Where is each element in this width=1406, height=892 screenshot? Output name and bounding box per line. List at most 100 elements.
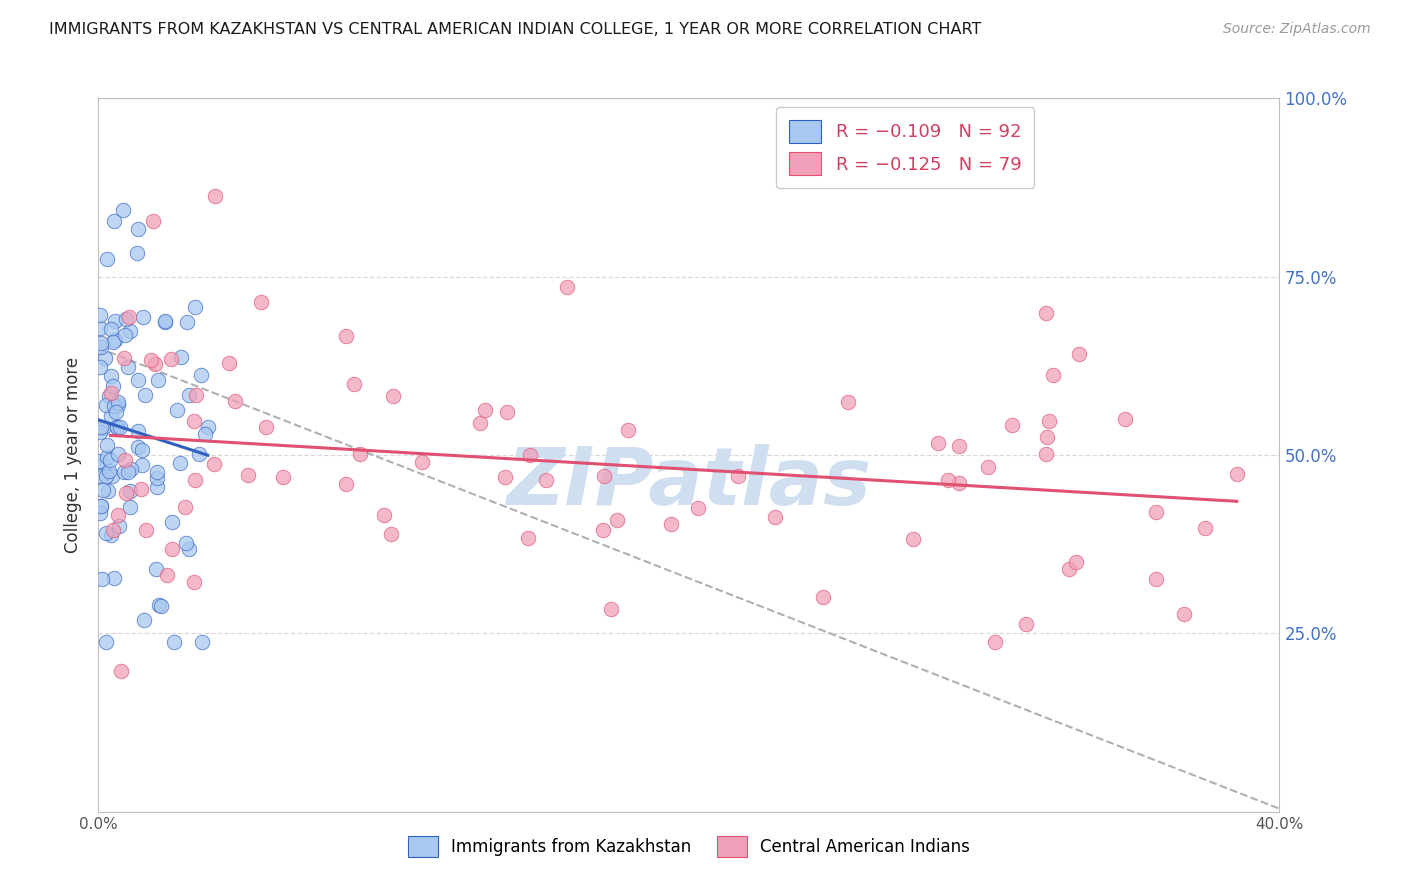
Point [89,425,111,440]
Point [236,468,259,483]
Point [146,466,169,480]
Point [120,500,142,514]
Point [91,572,114,586]
Point [606,512,628,526]
Point [146,480,169,494]
Point [110,420,132,434]
Point [98,464,121,478]
Point [117,465,139,479]
Point [343,376,366,391]
Point [94,351,117,365]
Point [148,598,170,612]
Point [984,635,1007,649]
Point [1038,414,1060,428]
Point [177,388,200,402]
Point [103,571,125,585]
Point [103,334,125,349]
Point [132,310,155,325]
Point [273,469,295,483]
Point [134,387,156,401]
Point [184,473,207,487]
Point [89,308,111,322]
Point [1035,430,1057,444]
Point [183,575,205,590]
Point [160,515,183,529]
Point [100,469,122,483]
Point [1035,446,1057,460]
Point [903,532,925,546]
Point [129,483,152,497]
Point [555,280,578,294]
Point [90,340,112,354]
Point [105,419,128,434]
Point [927,435,949,450]
Point [104,405,127,419]
Point [125,246,148,260]
Point [145,562,167,576]
Point [131,443,153,458]
Point [250,295,273,310]
Point [187,447,209,461]
Point [194,426,217,441]
Point [115,312,138,326]
Point [169,456,191,470]
Point [107,420,129,434]
Point [534,473,557,487]
Point [96,438,118,452]
Point [254,420,277,434]
Point [948,439,970,453]
Point [156,568,179,582]
Point [104,334,127,348]
Point [1114,412,1136,426]
Point [150,599,173,614]
Point [94,634,117,648]
Point [107,508,129,523]
Point [170,351,193,365]
Point [100,528,122,542]
Point [474,403,496,417]
Point [146,373,169,387]
Point [1194,520,1216,534]
Point [90,500,112,514]
Point [118,310,141,324]
Point [153,315,176,329]
Point [120,461,142,475]
Point [202,457,225,471]
Point [948,476,970,491]
Point [103,214,125,228]
Point [190,368,212,383]
Point [382,389,405,403]
Point [91,458,114,472]
Point [160,542,183,557]
Point [115,486,138,500]
Point [107,398,129,412]
Point [114,328,136,343]
Point [224,393,246,408]
Point [131,458,153,473]
Point [89,321,111,335]
Point [107,395,129,409]
Point [335,328,357,343]
Point [100,369,122,384]
Point [519,448,541,462]
Point [218,356,240,370]
Point [110,664,132,678]
Point [183,300,205,314]
Point [592,523,614,537]
Point [727,469,749,483]
Point [349,447,371,461]
Legend: Immigrants from Kazakhstan, Central American Indians: Immigrants from Kazakhstan, Central Amer… [401,830,977,864]
Point [837,395,859,409]
Point [380,527,402,541]
Point [1035,305,1057,319]
Point [127,374,149,388]
Point [166,403,188,417]
Point [89,454,111,468]
Point [183,414,205,428]
Point [118,324,141,338]
Point [1069,347,1091,361]
Point [159,352,181,367]
Point [1015,616,1038,631]
Point [104,314,127,328]
Point [143,357,166,371]
